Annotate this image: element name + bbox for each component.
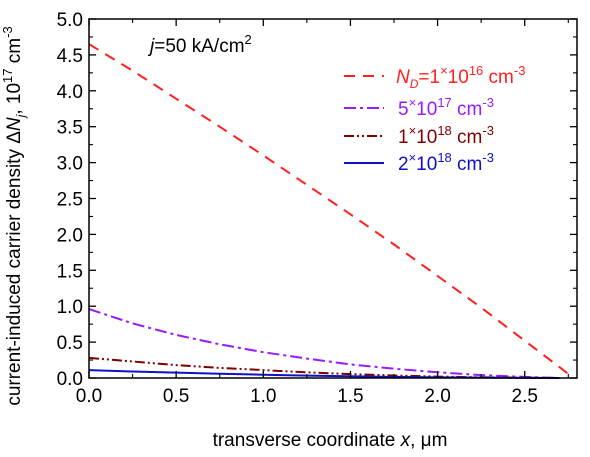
legend-label-3: 2×1018 cm-3	[398, 150, 494, 175]
current-annotation: j=50 kA/cm2	[147, 32, 252, 57]
annotation-sup: 2	[245, 32, 252, 47]
y-axis-title-var: N	[4, 117, 25, 131]
legend-label-1: 5×1017 cm-3	[398, 95, 494, 120]
y-axis-title-prefix: current-induced carrier density Δ	[4, 131, 25, 406]
y-tick-label: 1.5	[57, 261, 83, 282]
x-tick-label: 1.5	[337, 386, 363, 407]
series-line-1	[88, 308, 560, 379]
y-axis-title-sub: j	[14, 114, 28, 119]
legend-label-2: 1×1018 cm-3	[398, 123, 494, 148]
y-axis-title-suffix: , 10	[4, 83, 25, 115]
y-tick-label: 4.5	[57, 46, 83, 67]
y-tick-label: 3.0	[57, 154, 83, 175]
y-axis-title: current-induced carrier density ΔNj, 101…	[0, 26, 28, 405]
plot-lines	[88, 43, 575, 379]
series-line-3	[88, 369, 560, 379]
annotation-text: =50 kA/cm	[154, 36, 244, 57]
y-tick-label: 5.0	[57, 10, 83, 31]
annotation-var: j	[147, 36, 155, 57]
x-axis-title: transverse coordinate x, μm	[213, 430, 448, 451]
x-tick-label: 0.0	[76, 386, 102, 407]
legend: ND=1×1016 cm-3 5×1017 cm-3 1×1018 cm-32×10…	[344, 63, 525, 175]
legend-label-0: ND=1×1016 cm-3	[396, 63, 525, 91]
series-line-0	[88, 43, 575, 379]
axis-ticks: 0.0 0.5 1.0 1.5 2.0 2.5 0.0 0.5 1.0 1.5 2.0 2.5 3.0 3…	[57, 10, 577, 407]
x-tick-label: 0.5	[163, 386, 189, 407]
y-tick-label: 3.5	[57, 118, 83, 139]
y-tick-label: 2.5	[57, 190, 83, 211]
x-tick-label: 2.0	[424, 386, 450, 407]
x-axis-title-prefix: transverse coordinate	[213, 430, 401, 451]
x-axis-title-suffix: , μm	[410, 430, 447, 451]
x-tick-label: 1.0	[250, 386, 276, 407]
y-tick-label: 2.0	[57, 225, 83, 246]
y-tick-label: 0.5	[57, 333, 83, 354]
y-tick-label: 0.0	[57, 369, 83, 390]
y-tick-label: 4.0	[57, 82, 83, 103]
y-axis-title-unit-exp: -3	[0, 26, 15, 38]
y-tick-label: 1.0	[57, 297, 83, 318]
y-axis-title-unit: cm	[4, 38, 25, 69]
x-axis-title-var: x	[400, 430, 412, 451]
y-axis-title-exp: 17	[0, 69, 15, 83]
x-tick-label: 2.5	[512, 386, 538, 407]
